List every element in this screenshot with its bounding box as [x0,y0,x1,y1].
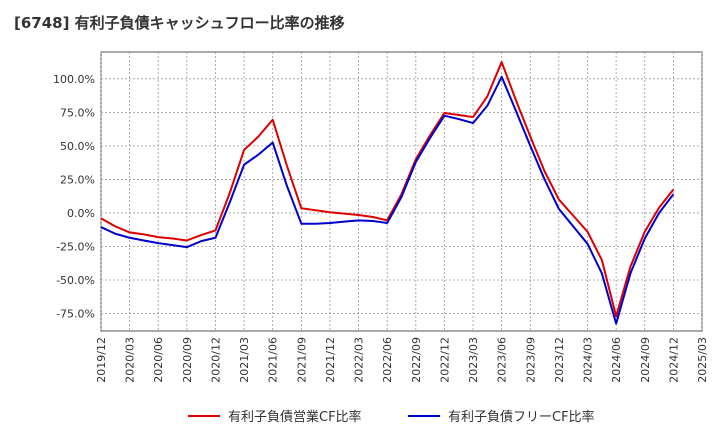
y-tick-label: -25.0% [56,240,95,253]
x-tick-label: 2024/03 [582,337,595,383]
y-tick-labels: 100.0% 75.0% 50.0% 25.0% 0.0% -25.0% -50.0% -75… [53,73,95,321]
series-line-1 [100,61,675,318]
x-tick-label: 2020/12 [209,337,222,383]
x-tick-label: 2023/03 [467,337,480,383]
plot-area [100,51,703,332]
x-tick-label: 2020/09 [181,337,194,383]
x-tick-label: 2021/12 [324,337,337,383]
x-tick-label: 2024/09 [639,337,652,383]
x-tick-label: 2024/06 [610,337,623,383]
x-tick-label: 2022/06 [381,337,394,383]
horizontal-gridlines [101,78,702,314]
y-tick-label: -75.0% [56,308,95,321]
plot-border [100,51,703,332]
x-tick-label: 2021/03 [238,337,251,383]
x-tick-label: 2025/03 [696,337,709,383]
x-tick-label: 2019/12 [95,337,108,383]
x-tick-label: 2023/06 [496,337,509,383]
x-tick-label: 2022/09 [410,337,423,383]
x-tick-label: 2022/03 [353,337,366,383]
legend: 有利子負債営業CF比率 有利子負債フリーCF比率 [188,409,595,425]
y-tick-label: -50.0% [56,274,95,287]
x-tick-label: 2020/06 [152,337,165,383]
y-tick-label: 75.0% [60,106,95,119]
x-tick-label: 2023/12 [553,337,566,383]
x-tick-labels: 2019/12 2020/03 2020/06 2020/09 2020/12 2021/… [95,337,709,383]
y-tick-label: 25.0% [60,173,95,186]
series-line-2 [100,75,675,325]
chart-title: [6748] 有利子負債キャッシュフロー比率の推移 [14,14,345,32]
x-tick-label: 2021/06 [267,337,280,383]
y-tick-label: 100.0% [53,73,95,86]
series-lines [100,61,675,325]
y-tick-label: 0.0% [67,207,95,220]
legend-label-1: 有利子負債営業CF比率 [228,409,362,425]
x-tick-label: 2020/03 [124,337,137,383]
vertical-gridlines [100,52,703,331]
x-tick-label: 2022/12 [438,337,451,383]
x-tick-label: 2023/09 [524,337,537,383]
y-tick-label: 50.0% [60,140,95,153]
x-tick-label: 2021/09 [295,337,308,383]
x-tick-label: 2024/12 [667,337,680,383]
legend-label-2: 有利子負債フリーCF比率 [448,409,595,425]
